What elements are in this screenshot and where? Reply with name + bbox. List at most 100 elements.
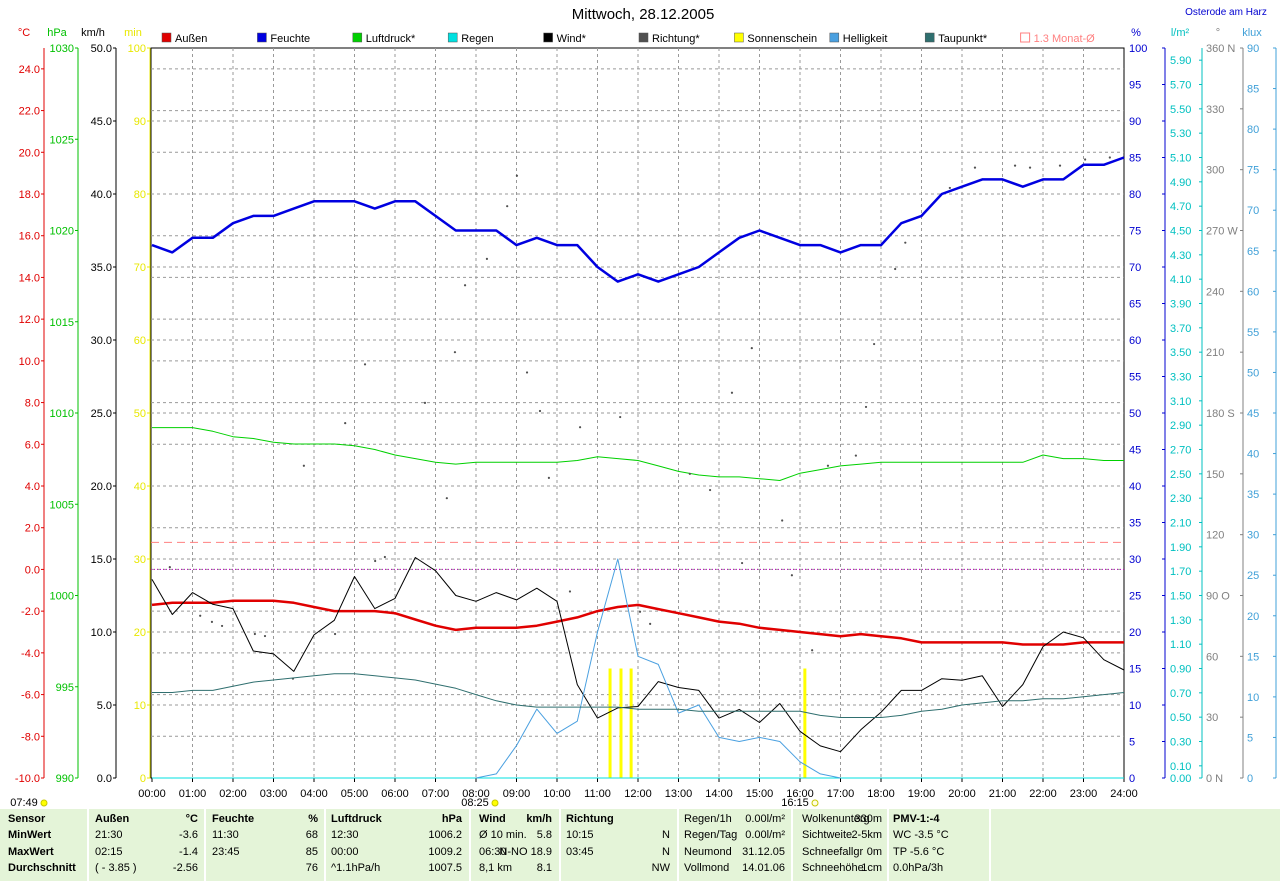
- y-tick-label: 50: [1129, 408, 1141, 420]
- y-tick-label: 20.0: [19, 147, 40, 159]
- legend-swatch: [734, 32, 744, 43]
- x-tick-label: 18:00: [867, 788, 895, 800]
- legend-swatch: [1020, 32, 1031, 43]
- axis-unit: °C: [18, 27, 30, 39]
- series-line: [151, 156, 1125, 283]
- chart-title: Mittwoch, 28.12.2005: [572, 6, 715, 23]
- direction-dot: [220, 624, 224, 628]
- row-label: MaxWert: [8, 846, 54, 858]
- axis-unit: km/h: [81, 27, 105, 39]
- sun-icon: [40, 799, 48, 807]
- cell-label: 03:45: [566, 846, 594, 858]
- x-tick-label: 22:00: [1029, 788, 1057, 800]
- y-tick-label: 120: [1206, 530, 1224, 542]
- y-tick-label: 1.50: [1170, 591, 1191, 603]
- y-tick-label: 60: [1206, 651, 1218, 663]
- y-tick-label: 20: [134, 627, 146, 639]
- cell-value: 14.01.06: [742, 862, 785, 874]
- x-tick-label: 08:00: [462, 788, 490, 800]
- legend-swatch: [257, 32, 267, 43]
- cell-value: -3.6: [179, 829, 198, 841]
- direction-dot: [363, 363, 367, 366]
- axis-unit: hPa: [47, 27, 67, 39]
- cell-line: WC -3.5 °C: [893, 829, 949, 841]
- direction-dot: [1013, 164, 1017, 167]
- direction-dot: [506, 205, 509, 208]
- y-tick-label: 25: [1129, 591, 1141, 603]
- y-tick-label: 4.70: [1170, 201, 1191, 213]
- cell-value: 1009.2: [428, 846, 462, 858]
- direction-dot: [894, 267, 897, 271]
- y-tick-label: 4.90: [1170, 177, 1191, 189]
- cell-value: N: [662, 846, 670, 858]
- y-tick-label: 70: [134, 262, 146, 274]
- direction-dot: [463, 284, 467, 287]
- direction-dot: [854, 454, 857, 457]
- legend-label: Taupunkt*: [938, 33, 988, 45]
- y-tick-label: 1030: [50, 43, 74, 55]
- y-tick-label: 1.90: [1170, 542, 1191, 554]
- x-tick-label: 17:00: [827, 788, 855, 800]
- y-tick-label: 20: [1129, 627, 1141, 639]
- axis-unit: °: [1216, 27, 1220, 39]
- y-tick-label: 65: [1247, 246, 1259, 258]
- group-title: Richtung: [566, 813, 614, 825]
- cell-label: Neumond: [684, 846, 732, 858]
- cell-value: 31.12.05: [742, 846, 785, 858]
- direction-dot: [1028, 166, 1032, 169]
- cell-line: PMV-1:-4: [893, 813, 940, 825]
- x-tick-label: 07:00: [422, 788, 450, 800]
- y-tick-label: 30: [1206, 712, 1218, 724]
- cell-value: 5.8: [537, 829, 552, 841]
- cell-label: 11:30: [212, 829, 239, 841]
- cell-value: 68: [306, 829, 318, 841]
- y-tick-label: 5.50: [1170, 104, 1191, 116]
- y-tick-label: 85: [1247, 84, 1259, 96]
- y-tick-label: 5.90: [1170, 55, 1191, 67]
- axis-unit: klux: [1242, 27, 1262, 39]
- y-tick-label: 1.30: [1170, 615, 1191, 627]
- x-tick-label: 21:00: [989, 788, 1017, 800]
- y-tick-label: -8.0: [21, 731, 40, 743]
- x-tick-label: 13:00: [665, 788, 693, 800]
- y-tick-label: 45: [1129, 445, 1141, 457]
- y-tick-label: 2.30: [1170, 493, 1191, 505]
- y-tick-label: 0: [140, 773, 146, 785]
- y-tick-label: 12.0: [19, 314, 40, 326]
- y-tick-label: 15: [1129, 664, 1141, 676]
- legend-label: Luftdruck*: [366, 33, 416, 45]
- direction-dot: [864, 405, 868, 409]
- y-tick-label: 2.90: [1170, 420, 1191, 432]
- y-tick-label: 50: [134, 408, 146, 420]
- y-tick-label: 300: [1206, 165, 1224, 177]
- y-tick-label: 3.70: [1170, 323, 1191, 335]
- y-tick-label: 70: [1129, 262, 1141, 274]
- y-tick-label: 8.0: [25, 398, 40, 410]
- group-unit: km/h: [526, 813, 552, 825]
- y-tick-label: 0: [1247, 773, 1253, 785]
- cell-value: 76: [306, 862, 318, 874]
- cell-label: 06:30: [479, 846, 507, 858]
- row-label: Sensor: [8, 813, 46, 825]
- y-tick-label: 2.10: [1170, 518, 1191, 530]
- group-unit: hPa: [442, 813, 463, 825]
- series-line: [152, 427, 1124, 481]
- y-tick-label: 4.50: [1170, 226, 1191, 238]
- sunshine-bar: [608, 668, 612, 778]
- y-tick-label: 25.0: [91, 408, 112, 420]
- y-tick-label: 360 N: [1206, 43, 1235, 55]
- direction-dot: [445, 497, 448, 500]
- axis-unit: min: [124, 27, 142, 39]
- y-tick-label: 1025: [50, 134, 74, 146]
- y-tick-label: 10.0: [19, 356, 40, 368]
- cell-label: Vollmond: [684, 862, 729, 874]
- direction-dot: [1058, 164, 1062, 167]
- legend-label: Feuchte: [270, 33, 310, 45]
- sunshine-bar: [619, 668, 623, 778]
- direction-dot: [790, 574, 794, 577]
- sunshine-bar: [803, 668, 807, 778]
- cell-label: 00:00: [331, 846, 359, 858]
- y-tick-label: 150: [1206, 469, 1224, 481]
